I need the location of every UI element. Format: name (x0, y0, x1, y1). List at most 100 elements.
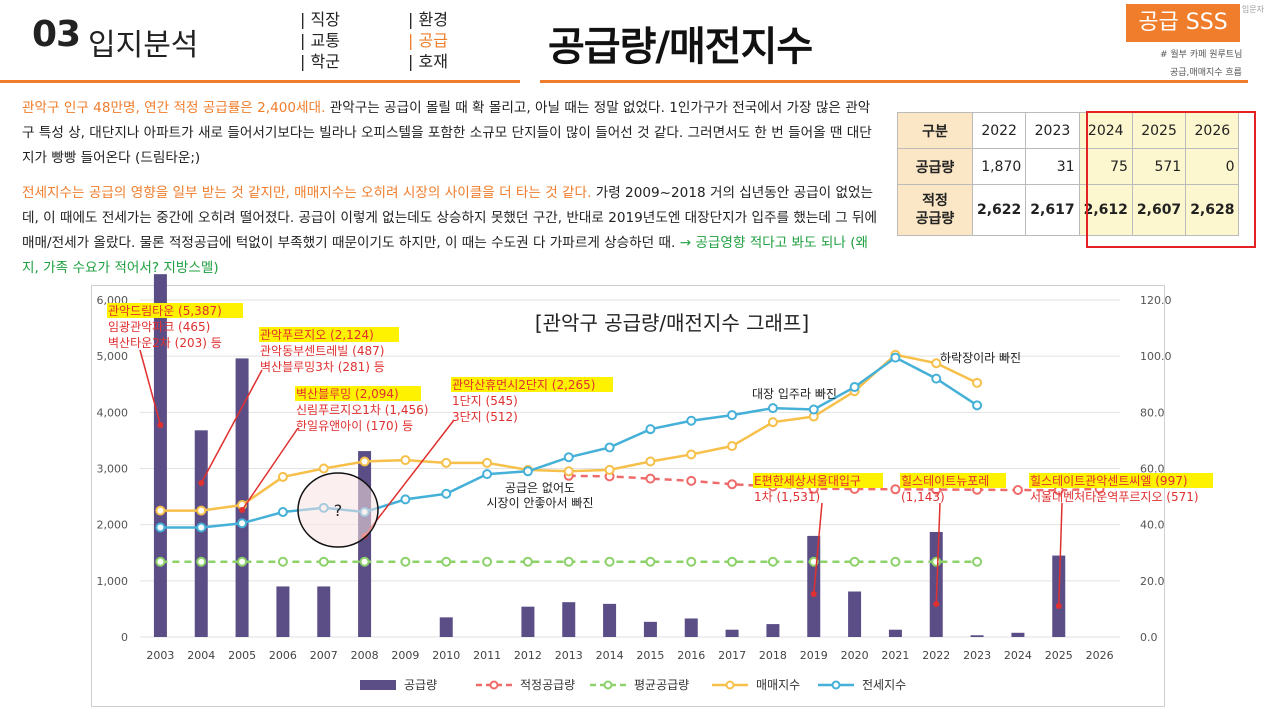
chart-frame (91, 285, 1165, 707)
series-point-4 (155, 522, 166, 533)
series-point-4 (890, 352, 901, 363)
table-year: 2026 (1185, 112, 1240, 149)
annotation-text: 1차 (1,531) (754, 490, 820, 504)
table-year: 2022 (971, 112, 1027, 149)
source-line-2: 공급,매매지수 흐름 (1170, 68, 1242, 78)
menu-item-transport[interactable]: | 교통 (300, 31, 340, 50)
annotation-note: 대장 입주라 빠진 (752, 387, 837, 401)
annotation-note: 공급은 없어도 (505, 481, 575, 495)
bar-supply (684, 618, 698, 637)
y-right-tick-label: 60.0 (1140, 463, 1165, 476)
series-point-4 (237, 518, 248, 529)
y-right-tick-label: 20.0 (1140, 575, 1165, 588)
annotation-text: 벽산타운2차 (203) 등 (108, 336, 222, 350)
annotation-text: 임광관악파크 (465) (108, 320, 210, 334)
menu-col-2: | 환경 | 공급 | 호재 (408, 9, 448, 72)
x-tick-label: 2014 (596, 649, 624, 662)
series-point-2 (277, 556, 288, 567)
annotation-note: 시장이 안좋아서 빠진 (487, 496, 594, 510)
annotation-text: 관악동부센트레빌 (487) (260, 344, 384, 358)
bar-supply (439, 617, 453, 637)
x-tick-label: 2019 (800, 649, 828, 662)
annotation-leader (241, 427, 299, 511)
table-cell: 1,870 (971, 148, 1027, 185)
grade-badge: 공급 SSS (1126, 4, 1240, 42)
menu-item-supply[interactable]: | 공급 (408, 31, 448, 50)
x-tick-label: 2004 (187, 649, 215, 662)
x-tick-label: 2022 (922, 649, 950, 662)
bar-supply (725, 629, 739, 637)
annotation-title: 관악산휴먼시2단지 (2,265) (452, 378, 596, 392)
legend-swatch (360, 680, 396, 690)
series-point-2 (890, 556, 901, 567)
series-point-2 (237, 556, 248, 567)
series-point-4 (482, 469, 493, 480)
menu-item-development[interactable]: | 호재 (408, 52, 448, 71)
annotation-text: 벽산블루밍3차 (281) 등 (260, 360, 385, 374)
legend-label: 전세지수 (862, 678, 906, 692)
x-tick-label: 2023 (963, 649, 991, 662)
page-title: 공급량/매전지수 (548, 24, 813, 70)
series-point-3 (563, 466, 574, 477)
series-point-3 (400, 455, 411, 466)
series-point-2 (849, 556, 860, 567)
row-label-proper-supply: 적정 공급량 (897, 184, 973, 236)
table-row: 공급량 1,870 31 75 571 0 (897, 148, 1240, 185)
annotation-title: 관악푸르지오 (2,124) (260, 328, 374, 342)
annotation-dot (1055, 603, 1062, 609)
series-point-3 (767, 417, 778, 428)
bar-supply (276, 586, 290, 637)
series-point-2 (972, 556, 983, 567)
series-point-3 (196, 505, 207, 516)
bar-supply (970, 635, 984, 637)
series-point-2 (686, 556, 697, 567)
menu-item-school[interactable]: | 학군 (300, 52, 340, 71)
bar-supply (235, 358, 249, 637)
series-point-2 (400, 556, 411, 567)
series-point-1 (686, 475, 697, 486)
series-point-2 (727, 556, 738, 567)
series-point-3 (441, 457, 452, 468)
series-point-3 (482, 457, 493, 468)
series-point-4 (604, 442, 615, 453)
annotation-title: 벽산블루밍 (2,094) (296, 387, 399, 401)
annotation-text: 신림푸르지오1차 (1,456) (296, 403, 428, 417)
annotation-text: 3단지 (512) (452, 410, 518, 424)
series-point-4 (277, 507, 288, 518)
annotation-dot (810, 591, 817, 597)
series-point-2 (155, 556, 166, 567)
menu-item-environment[interactable]: | 환경 (408, 10, 448, 29)
menu-item-work[interactable]: | 직장 (300, 10, 340, 29)
y-left-tick-label: 1,000 (97, 575, 129, 588)
series-point-3 (277, 471, 288, 482)
forecast-highlight-box (1086, 111, 1256, 248)
y-left-tick-label: 0 (121, 631, 128, 644)
legend-swatch-point (831, 680, 841, 690)
series-point-1 (890, 484, 901, 495)
series-point-4 (196, 522, 207, 533)
header-divider-left (0, 80, 520, 83)
annotation-dot (239, 507, 246, 513)
y-left-tick-label: 4,000 (97, 406, 129, 419)
annotation-text: 한일유앤아이 (170) 등 (296, 419, 413, 433)
x-tick-label: 2009 (391, 649, 419, 662)
annotation-highlight (900, 473, 1006, 488)
series-point-3 (155, 505, 166, 516)
table-cell: 31 (1025, 148, 1080, 185)
bar-supply (603, 603, 617, 637)
annotation-highlight (107, 303, 243, 318)
series-point-4 (522, 466, 533, 477)
annotation-leader (1058, 502, 1063, 607)
annotation-leader (363, 419, 455, 537)
y-right-tick-label: 40.0 (1140, 519, 1165, 532)
series-point-3 (686, 449, 697, 460)
series-point-4 (686, 415, 697, 426)
series-point-4 (808, 404, 819, 415)
series-point-4 (727, 410, 738, 421)
series-point-3 (645, 456, 656, 467)
annotation-leader (813, 502, 823, 595)
x-tick-label: 2013 (555, 649, 583, 662)
table-cell: 2,622 (971, 184, 1027, 236)
bar-supply (317, 586, 331, 637)
